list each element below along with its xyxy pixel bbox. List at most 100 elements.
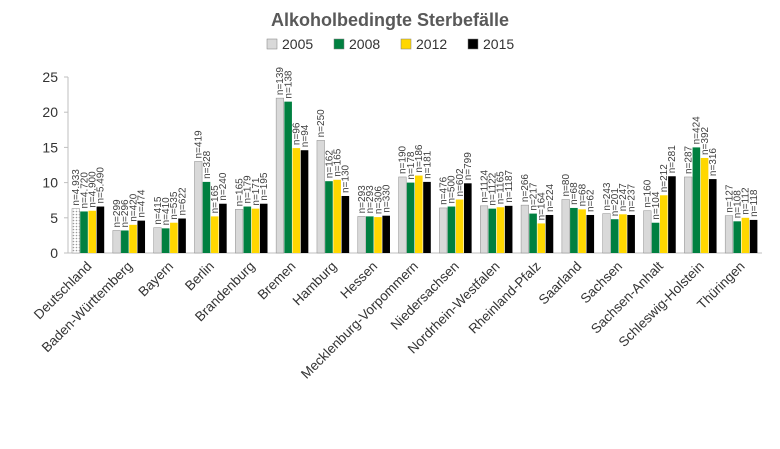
- n-label-2005-7: n=293: [357, 185, 368, 214]
- n-label-2005-15: n=287: [684, 145, 695, 174]
- n-label-2005-12: n=80: [561, 174, 572, 197]
- bar-2012-4: [251, 208, 260, 253]
- bar-2015-6: [341, 195, 350, 253]
- bar-2015-8: [423, 181, 431, 253]
- bar-2012-13: [619, 214, 627, 253]
- bar-2008-2: [161, 228, 170, 253]
- bar-2005-12: [561, 199, 570, 254]
- bar-2008-6: [325, 181, 333, 253]
- n-label-2015-5: n=94: [300, 124, 311, 147]
- bar-2015-11: [545, 214, 554, 253]
- bar-2005-6: [316, 140, 325, 254]
- category-label: Bayern: [135, 259, 176, 300]
- n-label-2012-0: n=4.900: [88, 171, 99, 208]
- n-label-2012-14: n=212: [659, 164, 670, 193]
- bar-2005-0: [71, 208, 80, 254]
- n-label-2012-9: n=602: [455, 168, 466, 197]
- n-label-2015-7: n=330: [382, 184, 393, 213]
- n-label-2015-15: n=316: [708, 148, 719, 177]
- bar-2008-12: [570, 207, 578, 253]
- n-label-2005-1: n=299: [112, 199, 123, 228]
- bar-2005-7: [357, 216, 366, 254]
- bar-2008-15: [692, 147, 701, 253]
- category-label: Sachsen-Anhalt: [588, 258, 666, 336]
- bar-2008-11: [529, 213, 537, 253]
- n-label-2005-5: n=139: [275, 67, 286, 96]
- n-label-2015-14: n=281: [667, 145, 678, 174]
- y-tick-label: 5: [50, 210, 58, 226]
- y-tick-label: 20: [42, 104, 58, 120]
- n-label-2015-12: n=62: [586, 189, 597, 212]
- n-label-2015-6: n=130: [341, 164, 352, 193]
- n-label-2008-6: n=162: [324, 150, 335, 179]
- bar-2005-8: [398, 176, 407, 254]
- bar-2005-11: [520, 204, 529, 254]
- y-tick-label: 25: [42, 69, 58, 85]
- n-label-2008-16: n=108: [733, 190, 744, 219]
- legend-swatch-2015: [467, 38, 479, 50]
- n-label-2005-0: n=4.933: [71, 169, 82, 206]
- bar-2005-5: [275, 97, 284, 254]
- bar-2015-5: [300, 150, 309, 253]
- bar-2012-3: [210, 216, 219, 253]
- n-label-2005-2: n=415: [153, 196, 164, 225]
- n-label-2015-11: n=224: [545, 183, 556, 212]
- bar-2012-11: [537, 223, 546, 253]
- chart-title: Alkoholbedingte Sterbefälle: [271, 10, 509, 30]
- n-label-2015-0: n=5.490: [96, 167, 107, 204]
- n-label-2005-6: n=250: [316, 109, 327, 138]
- n-label-2015-2: n=622: [177, 187, 188, 216]
- n-label-2015-4: n=195: [259, 172, 270, 201]
- bar-2008-9: [447, 206, 456, 253]
- n-label-2015-1: n=474: [137, 189, 148, 218]
- bar-2015-13: [627, 214, 635, 253]
- bar-2015-15: [708, 179, 717, 253]
- bar-2005-14: [643, 210, 652, 254]
- bar-2008-8: [406, 182, 415, 253]
- sample-size-labels: n=4.933n=4.720n=4.900n=5.490n=299n=296n=…: [71, 67, 760, 228]
- bar-2015-4: [259, 203, 268, 253]
- n-label-2012-11: n=164: [537, 192, 548, 221]
- chart-legend: 2005 2008 2012 2015: [266, 36, 514, 52]
- n-label-2005-9: n=476: [439, 176, 450, 205]
- n-label-2008-15: n=424: [692, 116, 703, 145]
- bar-2012-10: [496, 207, 505, 253]
- n-label-2005-13: n=243: [602, 182, 613, 211]
- bar-2005-13: [602, 213, 611, 254]
- n-label-2012-7: n=306: [373, 186, 384, 215]
- n-label-2008-10: n=1122: [488, 172, 499, 205]
- n-label-2008-1: n=296: [120, 199, 131, 228]
- category-label: Saarland: [536, 259, 585, 308]
- bar-2008-0: [80, 211, 88, 253]
- bar-2015-1: [137, 220, 146, 253]
- n-label-2008-9: n=500: [447, 175, 458, 204]
- bar-2012-16: [741, 217, 750, 253]
- bar-2005-1: [112, 230, 121, 254]
- n-label-2005-3: n=419: [194, 130, 205, 159]
- bar-2008-14: [651, 222, 660, 253]
- legend-label-2012: 2012: [416, 36, 447, 52]
- bar-series: [71, 97, 758, 254]
- bar-2015-14: [668, 176, 676, 253]
- n-label-2012-13: n=247: [618, 183, 629, 212]
- bar-2012-0: [88, 210, 97, 253]
- n-label-2012-4: n=171: [251, 177, 262, 206]
- bar-2008-7: [365, 216, 374, 253]
- bar-2005-9: [439, 207, 448, 254]
- bar-2015-7: [382, 215, 390, 253]
- n-label-2008-11: n=217: [528, 182, 539, 211]
- bar-2012-8: [415, 175, 423, 253]
- bar-2005-3: [194, 161, 203, 254]
- bar-2015-12: [586, 214, 595, 253]
- bar-2005-15: [684, 176, 693, 254]
- n-label-2015-10: n=1187: [504, 169, 515, 202]
- n-label-2005-14: n=160: [643, 179, 654, 208]
- n-label-2012-8: n=186: [414, 144, 425, 173]
- n-label-2012-15: n=392: [700, 126, 711, 155]
- n-label-2012-12: n=68: [577, 183, 588, 206]
- n-label-2012-3: n=165: [210, 185, 221, 214]
- legend-swatch-2008: [333, 38, 345, 50]
- bar-2015-16: [749, 219, 758, 253]
